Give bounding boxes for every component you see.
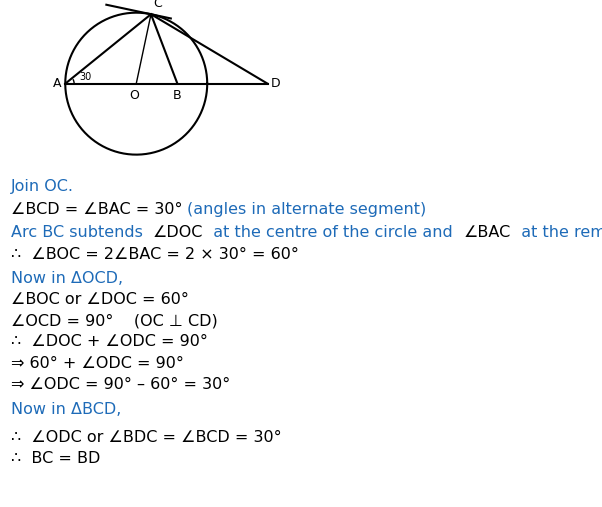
Text: ∠BAC: ∠BAC [464, 225, 510, 240]
Text: ∠OCD = 90°    (OC ⊥ CD): ∠OCD = 90° (OC ⊥ CD) [11, 313, 217, 328]
Text: A: A [53, 77, 61, 90]
Text: 30: 30 [79, 72, 91, 82]
Text: ⇒ ∠ODC = 90° – 60° = 30°: ⇒ ∠ODC = 90° – 60° = 30° [11, 377, 230, 392]
Text: (angles in alternate segment): (angles in alternate segment) [187, 202, 427, 217]
Text: O: O [129, 89, 138, 102]
Text: Now in ΔBCD,: Now in ΔBCD, [11, 402, 121, 417]
Text: ∠BOC or ∠DOC = 60°: ∠BOC or ∠DOC = 60° [11, 292, 188, 307]
Text: ∴  ∠ODC or ∠BDC = ∠BCD = 30°: ∴ ∠ODC or ∠BDC = ∠BCD = 30° [11, 429, 282, 445]
Text: D: D [271, 77, 281, 90]
Text: B: B [173, 89, 182, 102]
Text: at the centre of the circle and: at the centre of the circle and [203, 225, 464, 240]
Text: ∠BCD = ∠BAC = 30°: ∠BCD = ∠BAC = 30° [11, 202, 187, 217]
Text: Join OC.: Join OC. [11, 178, 74, 194]
Text: ∴  ∠BOC = 2∠BAC = 2 × 30° = 60°: ∴ ∠BOC = 2∠BAC = 2 × 30° = 60° [11, 246, 299, 262]
Text: ⇒ 60° + ∠ODC = 90°: ⇒ 60° + ∠ODC = 90° [11, 355, 184, 371]
Text: ∴  BC = BD: ∴ BC = BD [11, 451, 100, 466]
Text: ∠DOC: ∠DOC [153, 225, 203, 240]
Text: at the remaining part of the circle.: at the remaining part of the circle. [510, 225, 602, 240]
Text: Now in ΔOCD,: Now in ΔOCD, [11, 271, 123, 286]
Text: C: C [154, 0, 163, 10]
Text: ∴  ∠DOC + ∠ODC = 90°: ∴ ∠DOC + ∠ODC = 90° [11, 334, 208, 349]
Text: Arc BC subtends: Arc BC subtends [11, 225, 153, 240]
